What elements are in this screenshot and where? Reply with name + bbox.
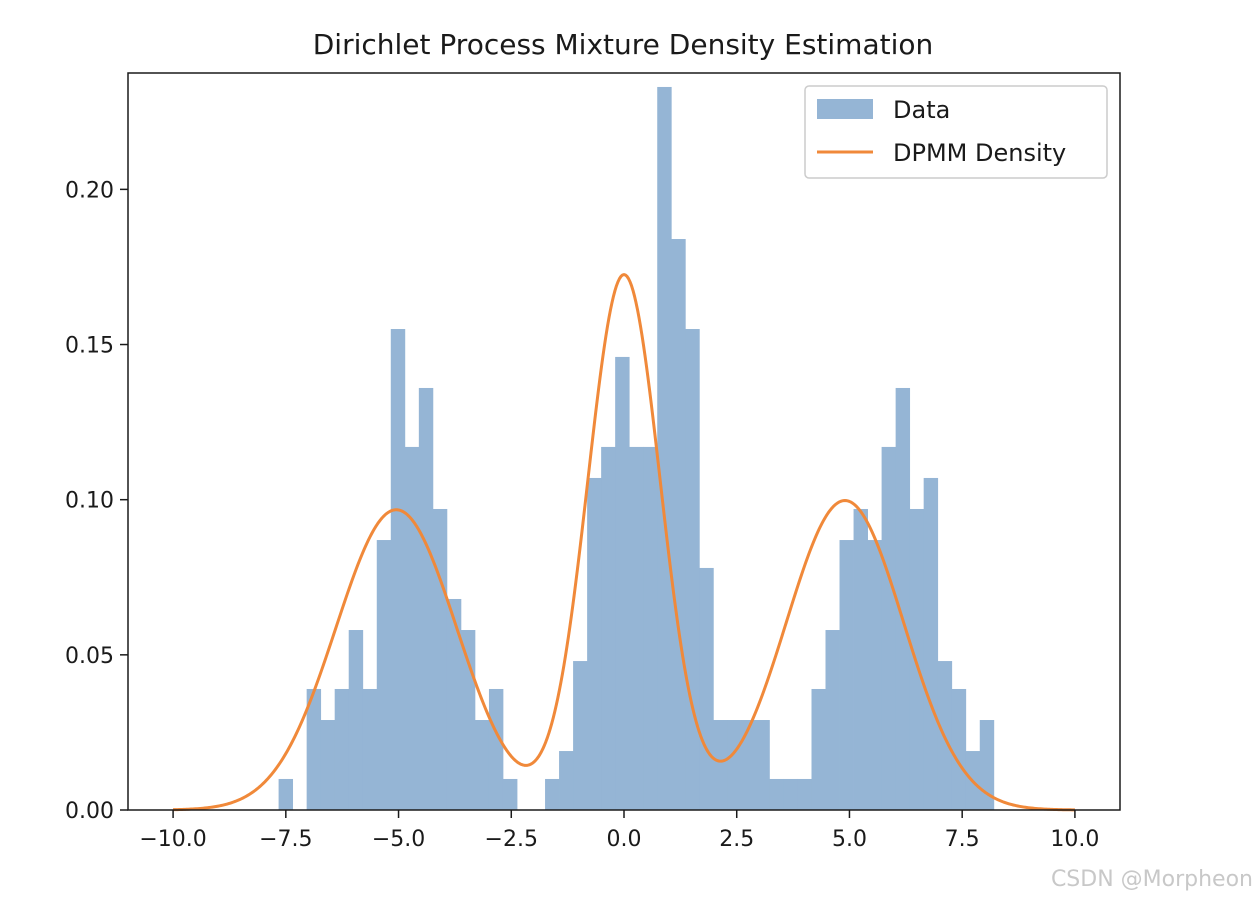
y-tick-label: 0.10: [65, 489, 114, 514]
x-tick-label: −7.5: [259, 827, 312, 852]
histogram-bar: [755, 720, 770, 810]
histogram-bar: [657, 86, 672, 810]
histogram-bar: [951, 688, 967, 810]
y-tick-label: 0.20: [65, 178, 114, 203]
x-axis-ticks: −10.0 −7.5 −5.0 −2.5 0.0 2.5 5.0 7.5 10.0: [139, 810, 1099, 852]
histogram-bar: [713, 720, 728, 810]
histogram-bar: [629, 446, 644, 810]
histogram-bar: [643, 446, 658, 810]
histogram-bar: [671, 239, 686, 810]
y-tick-label: 0.00: [65, 799, 114, 824]
histogram-bar: [895, 387, 911, 810]
histogram-bar: [811, 688, 826, 810]
y-tick-label: 0.05: [65, 644, 114, 669]
legend-swatch-data: [817, 99, 873, 119]
histogram-bar: [769, 778, 784, 810]
histogram-bar: [559, 751, 574, 810]
histogram-bar: [601, 446, 616, 810]
histogram-bar: [741, 720, 756, 810]
histogram-bar: [825, 630, 840, 810]
x-tick-label: 5.0: [832, 827, 867, 852]
density-lines: [173, 273, 1075, 812]
histogram-bar: [545, 778, 560, 810]
histogram-bar: [685, 329, 700, 810]
histogram-bar: [348, 630, 364, 810]
x-tick-label: 10.0: [1050, 827, 1099, 852]
histogram-bar: [923, 477, 939, 810]
histogram-bar: [867, 540, 882, 810]
x-tick-label: −10.0: [139, 827, 206, 852]
histogram-bar: [881, 446, 897, 810]
histogram-bar: [502, 778, 518, 810]
legend-frame: [804, 85, 1108, 179]
legend-label-density: DPMM Density: [893, 139, 1066, 167]
histogram-bar: [320, 720, 336, 810]
chart-title: Dirichlet Process Mixture Density Estima…: [313, 28, 933, 61]
histogram-bar: [446, 598, 462, 810]
histogram-bar: [979, 720, 995, 810]
y-axis-ticks: 0.00 0.05 0.10 0.15 0.20: [65, 178, 128, 824]
histogram-bar: [334, 688, 350, 810]
histogram-bar: [839, 540, 854, 810]
histogram-bar: [573, 661, 588, 810]
histogram-bar: [418, 387, 434, 810]
histogram-bar: [783, 778, 798, 810]
histogram-bar: [488, 688, 504, 810]
histogram-bar: [587, 477, 602, 810]
legend-label-data: Data: [893, 96, 950, 124]
watermark: CSDN @Morpheon: [1051, 867, 1253, 892]
histogram-bar: [727, 720, 742, 810]
histogram-bar: [853, 508, 868, 810]
histogram-bar: [278, 778, 294, 810]
y-tick-label: 0.15: [65, 334, 114, 359]
histogram-bar: [390, 329, 406, 810]
histogram-bar: [432, 508, 448, 810]
histogram-bar: [797, 778, 812, 810]
histogram-bar: [362, 688, 378, 810]
x-tick-label: 0.0: [607, 827, 642, 852]
x-tick-label: 7.5: [945, 827, 980, 852]
legend: Data DPMM Density: [804, 85, 1108, 179]
histogram-bars: [278, 86, 995, 810]
histogram-bar: [404, 446, 420, 810]
histogram-bar: [615, 356, 630, 810]
histogram-bar: [376, 540, 392, 810]
histogram-bar: [699, 567, 714, 810]
histogram-bar: [306, 688, 322, 810]
histogram-bar: [474, 720, 490, 810]
x-tick-label: −5.0: [372, 827, 425, 852]
density-line: [173, 273, 1075, 812]
x-tick-label: 2.5: [719, 827, 754, 852]
histogram-bar: [460, 630, 476, 810]
x-tick-label: −2.5: [485, 827, 538, 852]
